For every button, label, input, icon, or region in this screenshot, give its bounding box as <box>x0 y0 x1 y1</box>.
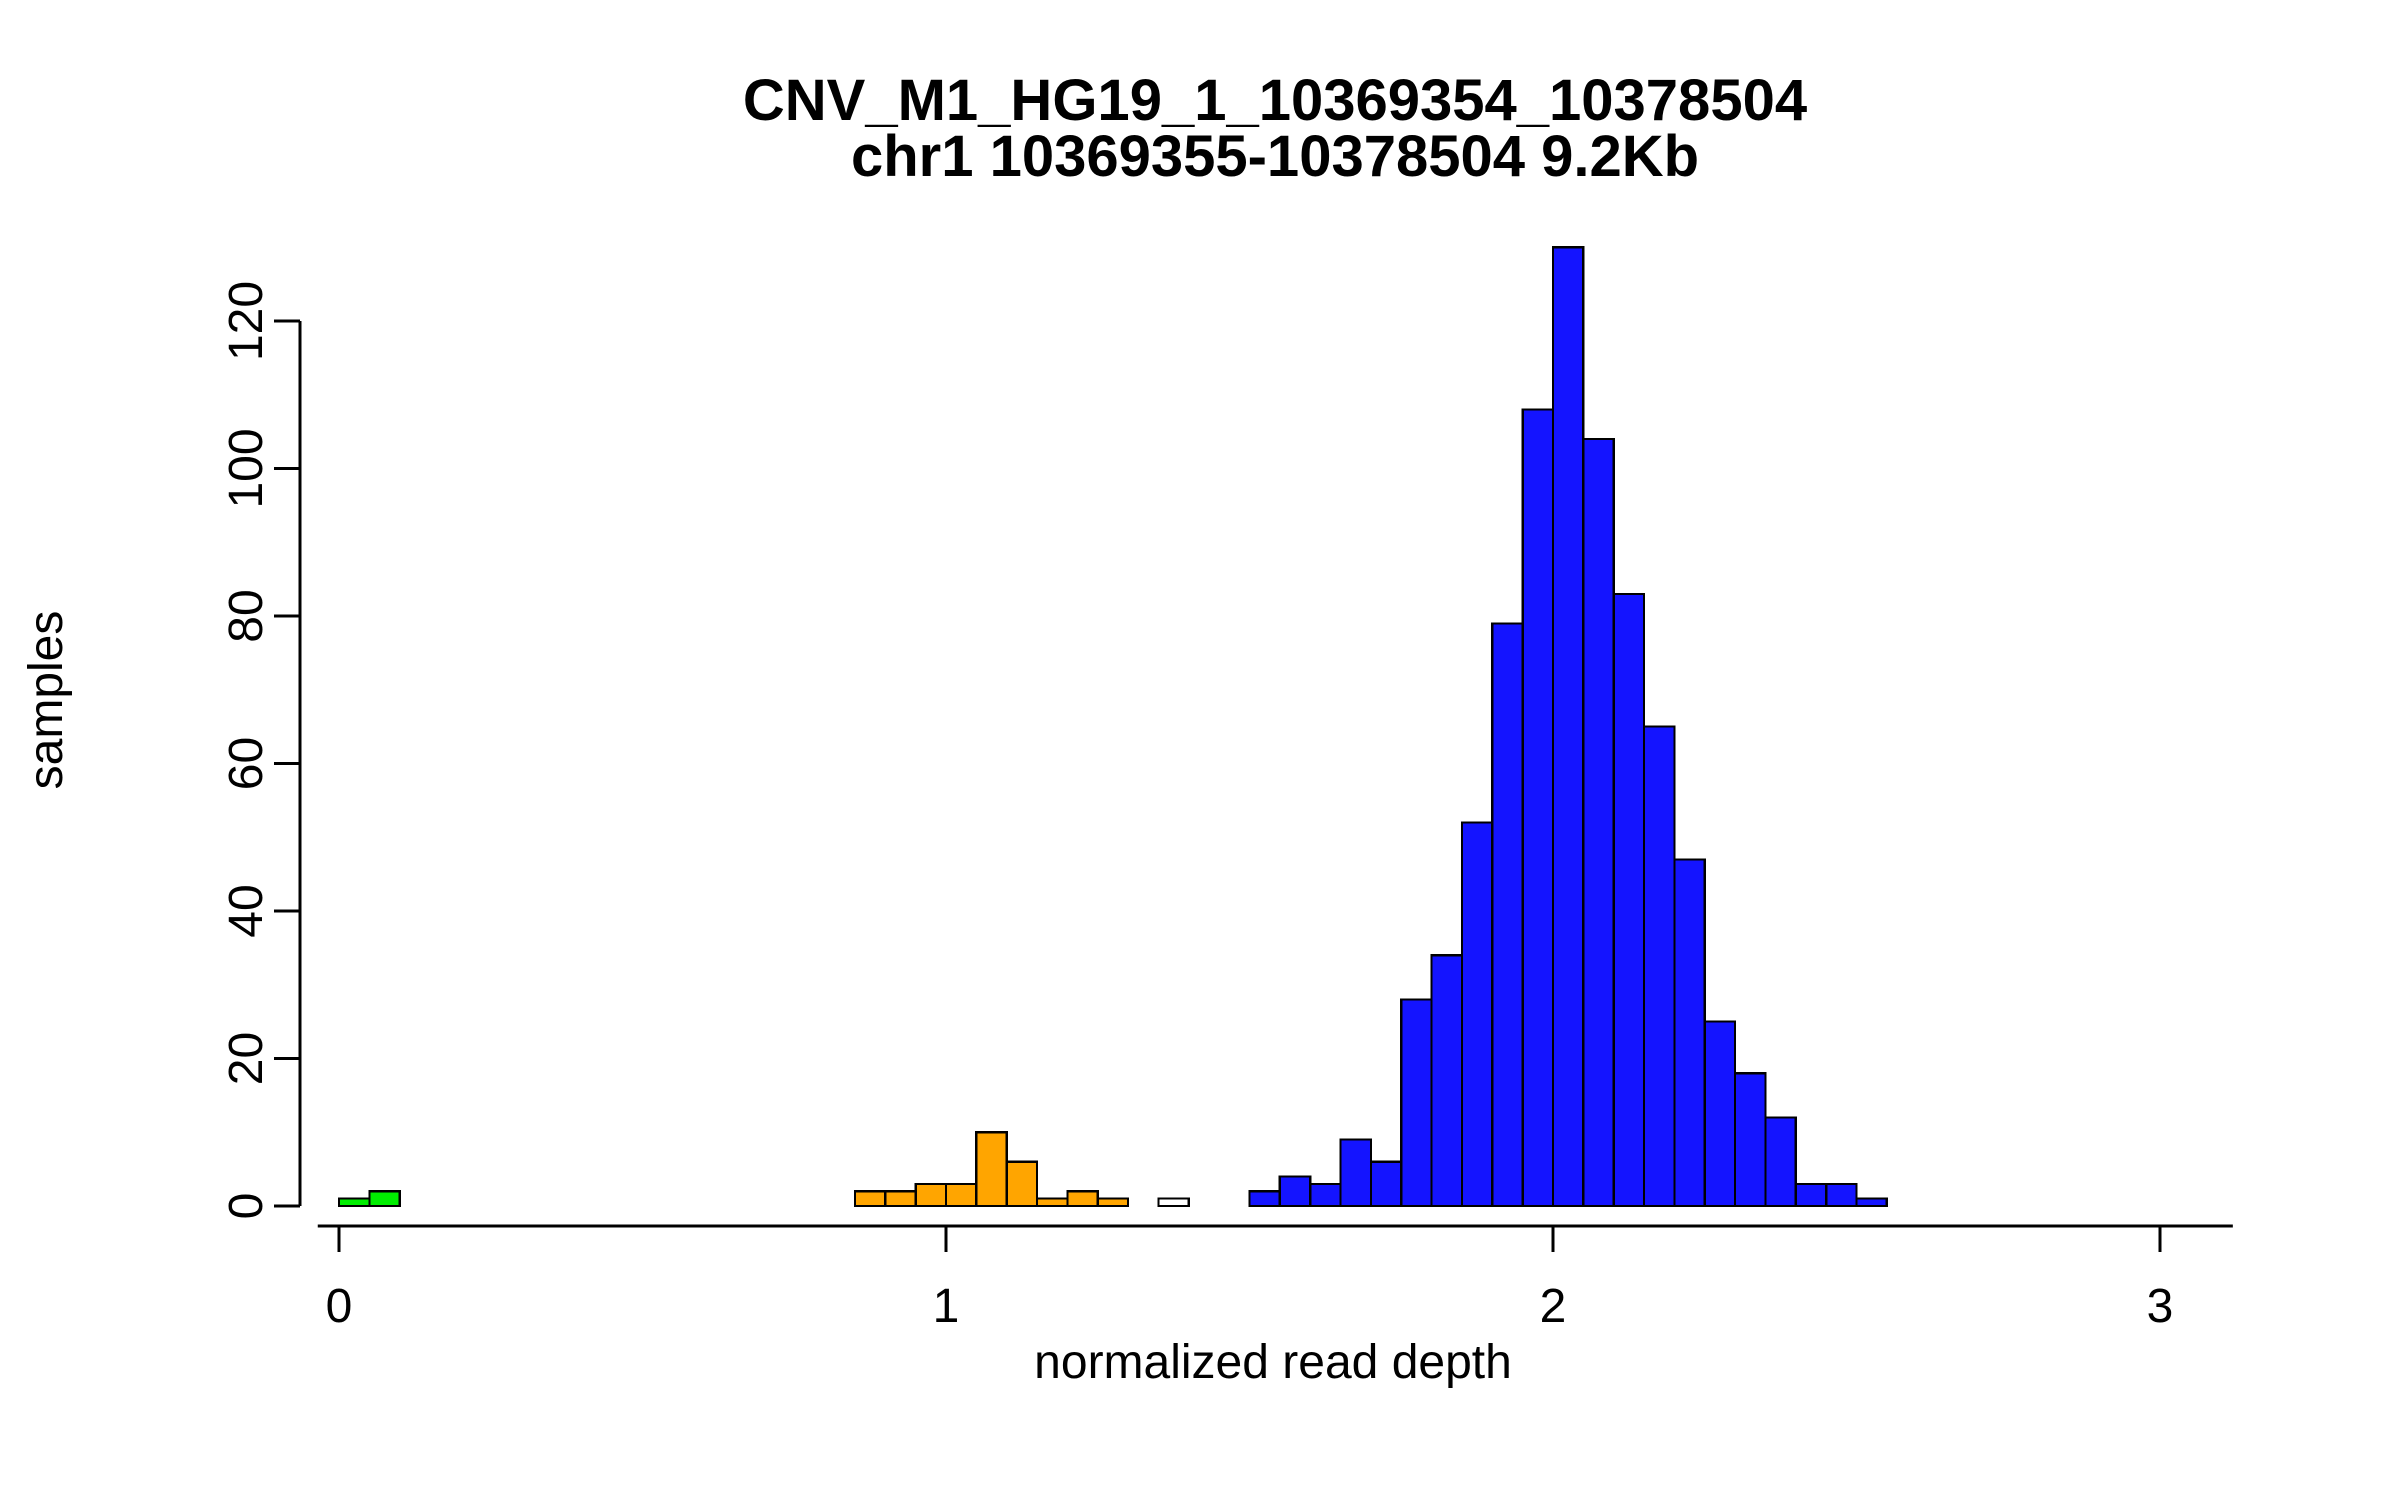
histogram-bar <box>368 1190 401 1208</box>
histogram-bar <box>1673 858 1706 1208</box>
histogram-bar <box>1491 622 1524 1208</box>
histogram-bar <box>1612 592 1646 1208</box>
histogram-bar <box>1400 998 1433 1208</box>
x-tick-label: 2 <box>1540 1280 1567 1333</box>
histogram-bar <box>1309 1182 1342 1208</box>
histogram-bar <box>1339 1138 1373 1208</box>
histogram-bar <box>1703 1020 1737 1208</box>
histogram-bar <box>1096 1197 1130 1208</box>
histogram-bar <box>1035 1197 1069 1208</box>
y-tick-label: 80 <box>220 589 273 642</box>
histogram-bar <box>914 1182 948 1208</box>
x-tick-label: 0 <box>326 1280 353 1333</box>
histogram-bar <box>1248 1190 1281 1208</box>
y-tick-label: 60 <box>220 737 273 790</box>
histogram-bar <box>337 1197 371 1208</box>
histogram-bar <box>1733 1072 1767 1208</box>
histogram-bar <box>1369 1160 1403 1208</box>
y-axis-label: samples <box>20 611 73 790</box>
chart-subtitle: chr1 10369355-10378504 9.2Kb <box>851 124 1699 189</box>
histogram-bar <box>853 1190 887 1208</box>
x-axis-label: normalized read depth <box>1034 1336 1512 1389</box>
y-axis: 0 20 40 60 80 100 120 <box>220 281 302 1220</box>
histogram-bar <box>944 1182 978 1208</box>
x-tick-label: 1 <box>933 1280 960 1333</box>
histogram-bar <box>1066 1190 1099 1208</box>
y-tick-label: 40 <box>220 884 273 937</box>
y-tick-label: 100 <box>220 428 273 508</box>
histogram-bar <box>1278 1175 1312 1208</box>
histogram-bar <box>884 1190 917 1208</box>
histogram-bar <box>1642 725 1676 1208</box>
histogram-bar <box>1521 408 1555 1208</box>
x-axis: 0 1 2 3 <box>317 1224 2233 1333</box>
x-tick-label: 3 <box>2147 1280 2174 1333</box>
y-tick-label: 120 <box>220 281 273 361</box>
histogram-bar <box>1825 1182 1858 1208</box>
histogram-bar <box>1582 437 1615 1208</box>
y-tick-label: 0 <box>220 1193 273 1220</box>
histogram-bar <box>1855 1197 1888 1208</box>
histogram-bar <box>1794 1182 1828 1208</box>
histogram-bar <box>1430 954 1464 1208</box>
chart-title: CNV_M1_HG19_1_10369354_10378504 <box>743 68 1807 133</box>
histogram-bar <box>1764 1116 1797 1208</box>
histogram-bar <box>975 1131 1008 1208</box>
histogram-bar <box>1157 1197 1190 1208</box>
histogram-bar <box>1460 821 1494 1208</box>
bars-group <box>337 246 1888 1208</box>
y-tick-label: 20 <box>220 1032 273 1085</box>
histogram-bar <box>1005 1160 1039 1208</box>
histogram-bar <box>1551 246 1585 1208</box>
